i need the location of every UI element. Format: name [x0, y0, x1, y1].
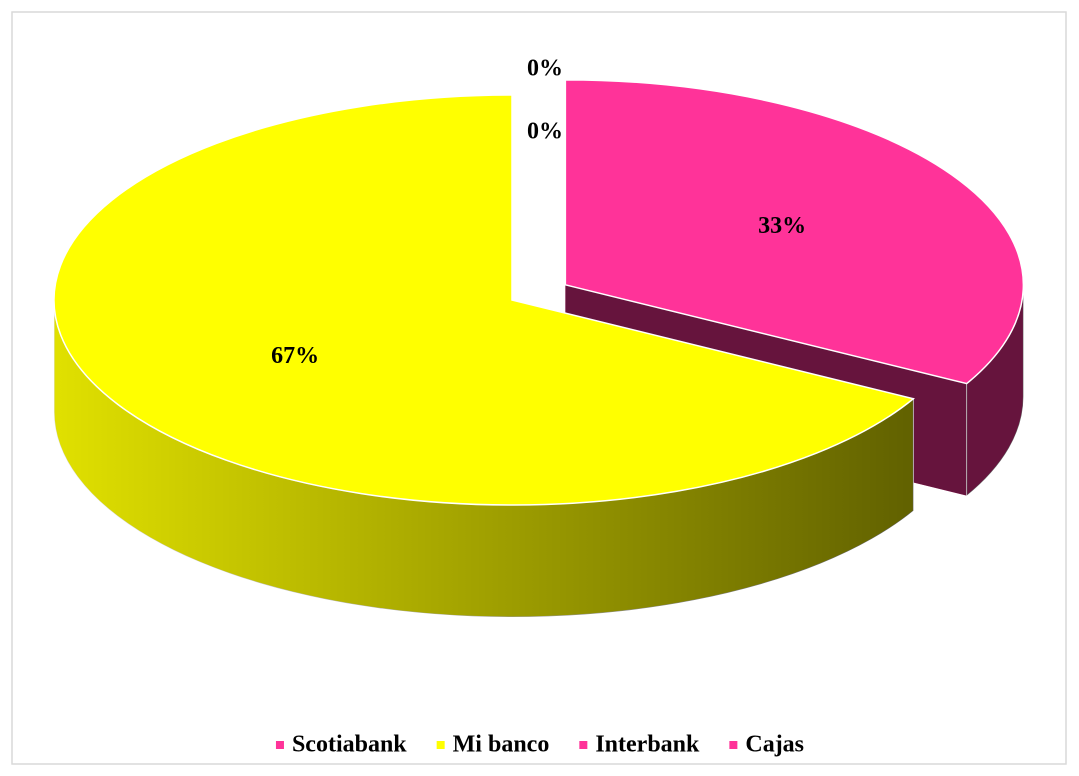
legend-marker [436, 741, 445, 749]
data-label: 67% [271, 343, 319, 369]
pie-slice [53, 94, 915, 506]
legend-marker [579, 741, 588, 749]
slice-wall-shade [54, 300, 914, 618]
pie-slice [564, 79, 1025, 385]
legend-marker [275, 741, 284, 749]
slice-wall-shade [966, 284, 1024, 496]
legend-label: Scotiabank [292, 732, 407, 758]
legend-label: Cajas [745, 732, 804, 758]
data-label: 0% [527, 56, 563, 82]
data-label: 33% [758, 213, 806, 239]
legend-label: Interbank [595, 732, 700, 758]
data-label: 0% [527, 119, 563, 145]
legend-marker [729, 741, 738, 749]
legend-label: Mi banco [453, 732, 550, 758]
